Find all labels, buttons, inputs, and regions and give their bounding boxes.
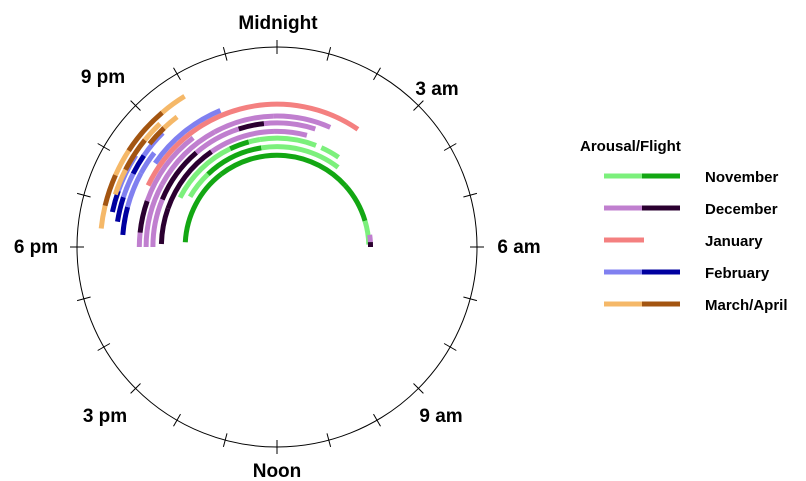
activity-arc-november-arousal [177,146,232,199]
hour-tick [443,143,457,151]
activity-arc-december-arousal [159,129,216,186]
activity-arc-december-arousal [367,234,373,243]
legend: November December January February March/Apr… [604,169,788,314]
hour-tick [326,46,332,61]
clock-label-6am: 6 am [497,237,540,258]
hour-tick [413,383,424,394]
activity-arc-december-flight [137,200,150,233]
clock-label-6pm: 6 pm [14,237,58,258]
activity-arc-march-april-arousal [162,114,179,130]
activity-arc-february-arousal [138,151,157,175]
clock-label-noon: Noon [253,461,302,481]
activity-arc-december-arousal [136,232,143,248]
legend-label-january: January [705,233,763,250]
activity-arc-november-arousal [187,172,210,199]
activity-arc-march-april-flight [126,110,164,153]
hour-tick [97,143,111,151]
activity-arc-december-arousal [194,126,240,155]
hour-tick [173,67,181,81]
hour-tick [97,343,111,351]
activity-arc-february-arousal [121,172,136,198]
hour-tick [130,383,141,394]
activity-arc-march-april-arousal [113,149,131,177]
hour-tick [173,413,181,427]
activity-arcs [98,94,374,248]
hour-tick [463,192,478,198]
clock-label-9am: 9 am [419,406,462,427]
clock-label-9pm: 9 pm [81,67,125,88]
activity-arc-march-april-arousal [160,94,186,115]
clock-label-3pm: 3 pm [83,406,127,427]
hour-tick [326,433,332,448]
hour-tick [373,413,381,427]
activity-arc-december-arousal [263,120,317,132]
legend-label-march-april: March/April [705,297,788,314]
activity-arc-march-april-flight [147,126,166,146]
activity-arc-november-arousal [248,137,261,145]
activity-arc-december-flight [165,149,213,210]
hour-ticks [70,40,484,454]
legend-label-december: December [705,201,778,218]
activity-arc-november-arousal [260,144,340,170]
legend-title: Arousal/Flight [580,138,681,155]
activity-arc-november-flight [219,152,348,188]
activity-arc-november-flight [229,139,250,152]
activity-arc-march-april-arousal [98,205,108,229]
activity-arc-december-flight [159,150,199,201]
activity-arc-december-arousal [210,128,275,154]
hour-tick [463,296,478,302]
hour-tick [222,46,228,61]
clock-label-3am: 3 am [415,79,458,100]
activity-arc-december-flight [158,207,171,245]
legend-label-november: November [705,169,779,186]
activity-arc-march-april-arousal [142,121,162,142]
activity-arc-february-flight [115,196,126,223]
hour-tick [76,192,91,198]
activity-arc-february-arousal [153,108,222,165]
activity-arc-march-april-flight [102,174,118,207]
hour-tick [373,67,381,81]
activity-arc-december-arousal [213,113,274,135]
activity-arc-december-arousal [273,128,308,138]
activity-arc-march-april-arousal [112,168,128,196]
activity-arc-november-flight [206,145,262,177]
activity-arc-december-flight [237,121,265,132]
activity-arc-november-flight [343,183,368,222]
activity-arc-november-arousal [320,145,341,160]
hour-tick [222,433,228,448]
activity-arc-november-flight [182,172,223,243]
activity-arc-january-arousal [145,101,360,187]
hour-tick [76,296,91,302]
activity-arc-march-april-flight [123,138,147,171]
activity-arc-december-arousal [150,198,165,248]
hour-tick [443,343,457,351]
activity-arc-february-arousal [141,131,165,157]
activity-arc-december-arousal [144,135,195,202]
activity-arc-november-arousal [259,135,317,148]
activity-arc-february-arousal [125,172,144,208]
activity-arc-december-arousal [143,183,165,248]
activity-arc-february-flight [120,206,131,236]
hour-tick [130,100,141,111]
activity-arc-february-flight [130,154,146,175]
activity-arc-december-arousal [273,113,332,130]
hour-tick [413,100,424,111]
clock-label-midnight: Midnight [238,13,318,34]
legend-label-february: February [705,265,770,282]
